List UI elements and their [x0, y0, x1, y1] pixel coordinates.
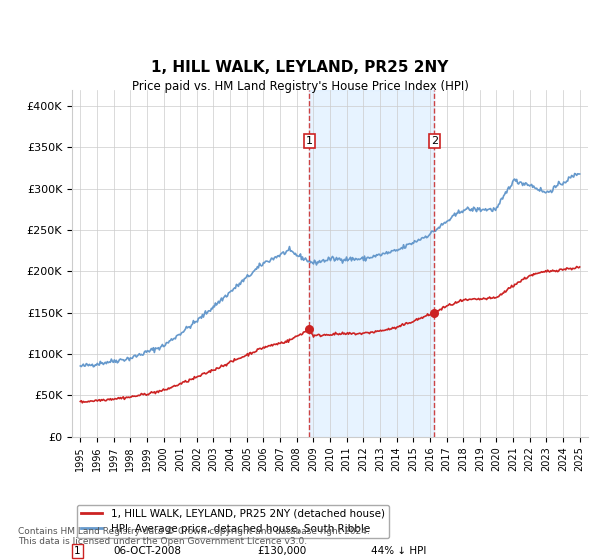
Text: Contains HM Land Registry data © Crown copyright and database right 2024.
This d: Contains HM Land Registry data © Crown c… — [18, 526, 370, 546]
Point — [430, 309, 439, 318]
Text: 1: 1 — [306, 136, 313, 146]
Text: 2: 2 — [431, 136, 438, 146]
Text: 44% ↓ HPI: 44% ↓ HPI — [371, 547, 427, 557]
Bar — [310, 90, 434, 437]
Text: Price paid vs. HM Land Registry's House Price Index (HPI): Price paid vs. HM Land Registry's House … — [131, 80, 469, 94]
Text: 1: 1 — [74, 547, 80, 557]
Text: 06-OCT-2008: 06-OCT-2008 — [113, 547, 181, 557]
Point — [305, 325, 314, 334]
Text: 1, HILL WALK, LEYLAND, PR25 2NY: 1, HILL WALK, LEYLAND, PR25 2NY — [151, 60, 449, 74]
Legend: 1, HILL WALK, LEYLAND, PR25 2NY (detached house), HPI: Average price, detached h: 1, HILL WALK, LEYLAND, PR25 2NY (detache… — [77, 505, 389, 538]
Text: £130,000: £130,000 — [258, 547, 307, 557]
